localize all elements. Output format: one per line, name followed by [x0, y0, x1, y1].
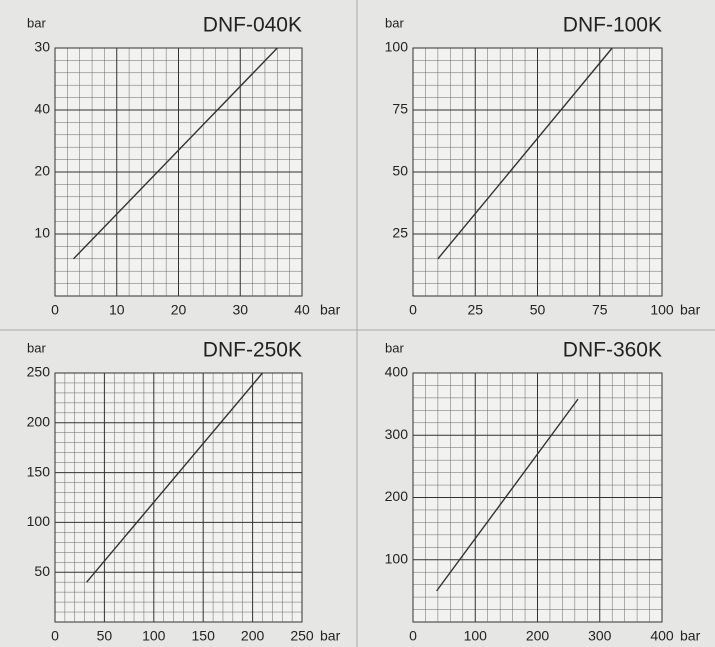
y-unit: bar	[385, 340, 404, 355]
y-unit: bar	[27, 15, 46, 30]
y-tick-label: 75	[392, 101, 408, 117]
x-tick-label: 300	[588, 628, 612, 644]
x-unit: bar	[320, 302, 341, 318]
x-tick-label: 0	[409, 628, 417, 644]
y-tick-label: 100	[385, 550, 409, 566]
y-tick-label: 40	[34, 101, 50, 117]
x-tick-label: 50	[97, 628, 113, 644]
x-tick-label: 0	[51, 302, 59, 318]
chart-title: DNF-040K	[203, 14, 302, 37]
x-unit: bar	[680, 628, 701, 644]
x-tick-label: 50	[530, 302, 546, 318]
y-tick-label: 25	[392, 225, 408, 241]
data-line	[436, 398, 579, 592]
x-tick-label: 0	[409, 302, 417, 318]
y-tick-label: 10	[34, 225, 50, 241]
data-line	[86, 372, 264, 583]
y-unit: bar	[385, 15, 404, 30]
chart-title: DNF-100K	[563, 14, 662, 37]
x-unit: bar	[680, 302, 701, 318]
y-tick-label: 150	[27, 463, 51, 479]
x-tick-label: 30	[232, 302, 248, 318]
y-tick-label: 100	[27, 513, 51, 529]
x-tick-label: 0	[51, 628, 59, 644]
x-tick-label: 100	[650, 302, 674, 318]
y-tick-label: 50	[34, 563, 50, 579]
x-tick-label: 150	[192, 628, 216, 644]
data-line	[437, 47, 613, 260]
x-tick-label: 20	[171, 302, 187, 318]
y-tick-label: 20	[34, 163, 50, 179]
y-tick-label: 50	[392, 163, 408, 179]
y-tick-label: 400	[385, 364, 409, 380]
x-unit: bar	[320, 628, 341, 644]
y-unit: bar	[27, 340, 46, 355]
x-tick-label: 250	[290, 628, 314, 644]
chart-title: DNF-250K	[203, 339, 302, 362]
x-tick-label: 75	[592, 302, 608, 318]
chart-title: DNF-360K	[563, 339, 662, 362]
x-tick-label: 25	[467, 302, 483, 318]
y-tick-label: 200	[27, 414, 51, 430]
x-tick-label: 10	[109, 302, 125, 318]
plot-area	[54, 372, 303, 623]
x-tick-label: 100	[142, 628, 166, 644]
x-tick-label: 200	[241, 628, 265, 644]
x-tick-label: 200	[526, 628, 550, 644]
data-line	[73, 47, 278, 260]
y-tick-label: 300	[385, 426, 409, 442]
x-tick-label: 100	[464, 628, 488, 644]
y-tick-label: 100	[385, 39, 409, 55]
y-tick-label: 250	[27, 364, 51, 380]
y-tick-label: 30	[34, 39, 50, 55]
x-tick-label: 40	[294, 302, 310, 318]
y-tick-label: 200	[385, 488, 409, 504]
x-tick-label: 400	[650, 628, 674, 644]
